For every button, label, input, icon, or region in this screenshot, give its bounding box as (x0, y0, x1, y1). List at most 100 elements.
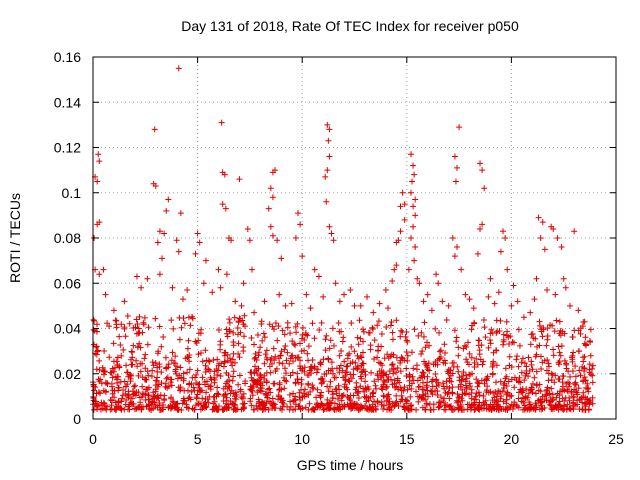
data-point (426, 367, 433, 374)
data-point (194, 230, 201, 237)
data-point (110, 340, 117, 347)
data-point (269, 194, 276, 201)
data-point (348, 375, 355, 382)
data-point (364, 293, 371, 300)
data-point (325, 388, 332, 395)
data-point (380, 392, 387, 399)
data-point (326, 345, 333, 352)
data-point (404, 338, 411, 345)
data-point (559, 388, 566, 395)
data-point (432, 370, 439, 377)
data-point (560, 275, 567, 282)
data-point (117, 405, 124, 412)
data-point (322, 336, 329, 343)
data-point (468, 326, 475, 333)
data-point (571, 380, 578, 387)
data-point (168, 382, 175, 389)
data-point (562, 394, 569, 401)
data-point (487, 330, 494, 337)
data-point (251, 406, 258, 413)
data-point (403, 400, 410, 407)
data-point (311, 266, 318, 273)
data-point (321, 371, 328, 378)
data-point (416, 280, 423, 287)
data-point (90, 383, 97, 390)
data-point (144, 341, 151, 348)
data-point (516, 342, 523, 349)
data-point (545, 399, 552, 406)
data-point (391, 403, 398, 410)
data-point (226, 319, 233, 326)
data-point (240, 390, 247, 397)
data-point (163, 364, 170, 371)
data-point (510, 282, 517, 289)
data-point (384, 406, 391, 413)
data-point (527, 341, 534, 348)
data-point (388, 361, 395, 368)
data-point (206, 383, 213, 390)
data-point (267, 369, 274, 376)
data-point (585, 385, 592, 392)
data-point (372, 382, 379, 389)
data-point (384, 305, 391, 312)
data-point (490, 358, 497, 365)
data-point (457, 401, 464, 408)
data-point (311, 364, 318, 371)
data-point (126, 401, 133, 408)
data-point (218, 360, 225, 367)
data-point (158, 343, 165, 350)
data-point (123, 396, 130, 403)
data-point (181, 320, 188, 327)
data-point (114, 373, 121, 380)
data-point (324, 400, 331, 407)
data-point (379, 362, 386, 369)
data-point (306, 400, 313, 407)
data-point (185, 354, 192, 361)
data-point (272, 353, 279, 360)
data-point (420, 379, 427, 386)
data-point (589, 365, 596, 372)
data-point (468, 386, 475, 393)
data-point (403, 349, 410, 356)
data-point (577, 395, 584, 402)
data-point (122, 390, 129, 397)
data-point (354, 401, 361, 408)
data-point (398, 327, 405, 334)
data-point (503, 318, 510, 325)
data-point (151, 126, 158, 133)
data-point (329, 325, 336, 332)
data-point (511, 374, 518, 381)
data-point (224, 357, 231, 364)
data-point (407, 189, 414, 196)
data-point (394, 365, 401, 372)
data-point (393, 354, 400, 361)
data-point (589, 372, 596, 379)
data-point (236, 176, 243, 183)
data-point (213, 365, 220, 372)
data-point (522, 394, 529, 401)
data-point (126, 320, 133, 327)
data-point (134, 363, 141, 370)
data-point (196, 239, 203, 246)
data-point (556, 349, 563, 356)
data-point (135, 330, 142, 337)
data-point (152, 315, 159, 322)
data-point (108, 380, 115, 387)
data-point (156, 323, 163, 330)
data-point (399, 355, 406, 362)
data-point (281, 385, 288, 392)
data-point (586, 366, 593, 373)
data-point (220, 363, 227, 370)
data-point (401, 403, 408, 410)
data-point (562, 284, 569, 291)
data-point (154, 364, 161, 371)
data-point (473, 396, 480, 403)
data-point (102, 368, 109, 375)
data-point (289, 369, 296, 376)
data-point (493, 393, 500, 400)
data-point (324, 383, 331, 390)
data-point (508, 364, 515, 371)
data-point (337, 405, 344, 412)
data-point (244, 225, 251, 232)
data-point (144, 275, 151, 282)
